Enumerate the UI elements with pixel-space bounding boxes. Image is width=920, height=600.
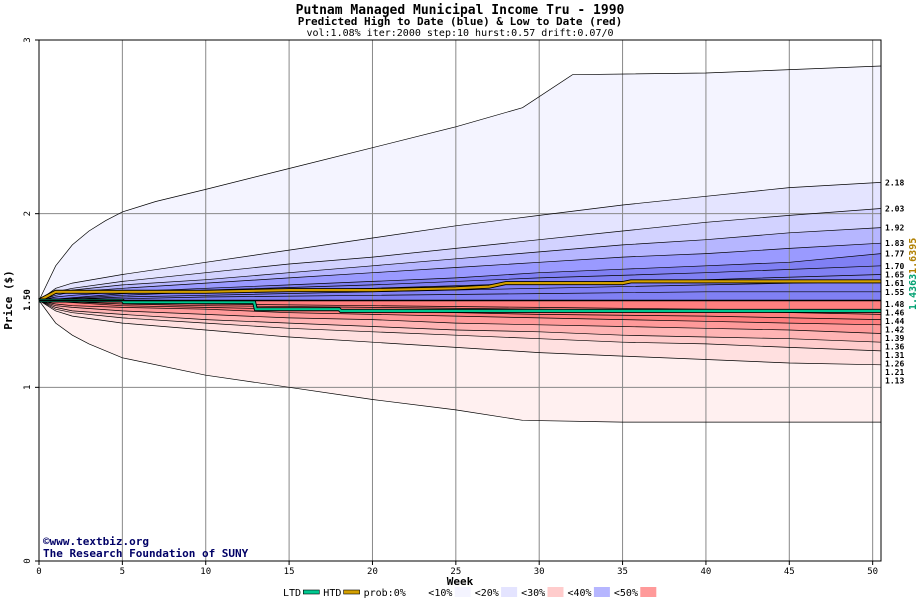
legend-swatch-3	[454, 587, 471, 597]
x-tick-label-25: 25	[450, 567, 461, 577]
y-tick-label-2: 2	[23, 211, 33, 216]
legend-label-6: <40%	[568, 588, 592, 599]
right-label-1-44: 1.44	[885, 317, 904, 326]
legend-swatch-0	[302, 589, 320, 595]
right-label-1-36: 1.36	[885, 342, 904, 351]
legend-swatch-5	[547, 587, 564, 597]
y-axis-ticks: 0 1 2 3	[23, 37, 39, 564]
series-lines	[38, 65, 882, 423]
legend-swatch-2	[408, 587, 425, 597]
right-label-1-26: 1.26	[885, 359, 904, 368]
x-tick-label-35: 35	[617, 567, 628, 577]
x-tick-label-45: 45	[784, 567, 795, 577]
x-tick-label-40: 40	[701, 567, 712, 577]
chart-title: Putnam Managed Municipal Income Tru - 19…	[296, 3, 625, 18]
legend-label-0: LTD	[283, 588, 301, 599]
right-label-1-83: 1.83	[885, 239, 904, 248]
x-tick-label-20: 20	[367, 567, 378, 577]
high-band-edge-10pct	[38, 182, 882, 301]
y-axis-label: Price ($)	[2, 270, 15, 330]
svg-text:1.43631.6395: 1.43631.6395	[908, 238, 919, 310]
right-label-1-61: 1.61	[885, 279, 904, 288]
low-band-edge-20pct	[38, 300, 882, 352]
right-label-1-77: 1.77	[885, 250, 904, 259]
side-values: 1.43631.6395	[908, 238, 919, 310]
legend-swatch-4	[501, 587, 518, 597]
right-label-1-48: 1.48	[885, 300, 904, 309]
start-price-label: 1.50	[23, 289, 33, 311]
chart-subtitle: Predicted High to Date (blue) & Low to D…	[298, 15, 623, 28]
x-tick-label-5: 5	[120, 567, 125, 577]
legend-label-2: prob:0%	[364, 588, 406, 599]
x-tick-label-10: 10	[200, 567, 211, 577]
right-label-2-03: 2.03	[885, 204, 904, 213]
low-band-edge-0pct	[38, 300, 881, 423]
plot-frame	[38, 39, 882, 562]
legend-swatch-6	[593, 587, 610, 597]
legend-label-3: <10%	[428, 588, 452, 599]
low-band-edge-30pct	[38, 300, 882, 343]
legend: LTD HTD prob:0% <10% <20% <30% <40% <50%	[283, 587, 657, 599]
legend-label-1: HTD	[323, 588, 341, 599]
legend-label-4: <20%	[475, 588, 499, 599]
x-tick-label-0: 0	[36, 567, 41, 577]
y-tick-label-3: 3	[23, 37, 33, 42]
legend-swatch-7	[640, 587, 657, 597]
low-band-edge-40pct	[38, 300, 882, 334]
y-tick-label-1: 1	[23, 385, 33, 390]
right-label-1-55: 1.55	[885, 288, 904, 297]
right-label-1-46: 1.46	[885, 308, 904, 317]
right-label-2-18: 2.18	[885, 178, 904, 187]
right-label-1-31: 1.31	[885, 351, 904, 360]
htd-line	[38, 280, 881, 302]
right-label-1-92: 1.92	[885, 224, 904, 233]
right-label-1-13: 1.13	[885, 376, 904, 385]
x-tick-label-50: 50	[867, 567, 878, 577]
legend-label-5: <30%	[521, 588, 545, 599]
credit-line-2: The Research Foundation of SUNY	[43, 547, 249, 560]
right-label-1-39: 1.39	[885, 334, 904, 343]
right-label-1-21: 1.21	[885, 368, 904, 377]
x-axis-ticks: 0 5 10 15 20 25 30 35 40 45 50	[36, 561, 878, 577]
legend-label-7: <50%	[614, 588, 638, 599]
right-value-labels: 2.18 2.03 1.92 1.83 1.77 1.701.651.611.55 1.48…	[885, 178, 904, 385]
x-axis-label: Week	[447, 575, 474, 588]
low-band-edge-50pct	[38, 300, 882, 326]
x-tick-label-15: 15	[284, 567, 295, 577]
credit-line-1: ©www.textbiz.org	[43, 535, 149, 548]
side-value-ltd: 1.4363	[908, 274, 919, 310]
low-band-edge-10pct	[38, 300, 882, 366]
high-band-edge-50pct	[38, 253, 882, 301]
legend-swatch-1	[343, 589, 360, 595]
right-label-1-65: 1.65	[885, 270, 904, 279]
right-label-1-70: 1.70	[885, 262, 904, 271]
x-tick-label-30: 30	[534, 567, 545, 577]
side-value-htd: 1.6395	[908, 238, 919, 274]
y-tick-label-0: 0	[23, 558, 33, 563]
chart-params: vol:1.08% iter:2000 step:10 hurst:0.57 d…	[306, 28, 613, 39]
right-label-1-42: 1.42	[885, 325, 904, 334]
high-band-edge-20pct	[38, 208, 882, 301]
high-band-edge-0pct	[38, 65, 882, 301]
